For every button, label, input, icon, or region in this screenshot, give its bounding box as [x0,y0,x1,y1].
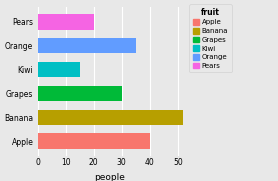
Y-axis label: fruit: fruit [0,72,1,91]
Bar [38,133,150,149]
Bar [38,110,183,125]
Bar [38,14,94,30]
Bar [38,38,136,53]
Bar [38,62,80,77]
Bar [38,86,122,101]
X-axis label: people: people [94,173,125,181]
Legend: Apple, Banana, Grapes, Kiwi, Orange, Pears: Apple, Banana, Grapes, Kiwi, Orange, Pea… [189,4,232,72]
